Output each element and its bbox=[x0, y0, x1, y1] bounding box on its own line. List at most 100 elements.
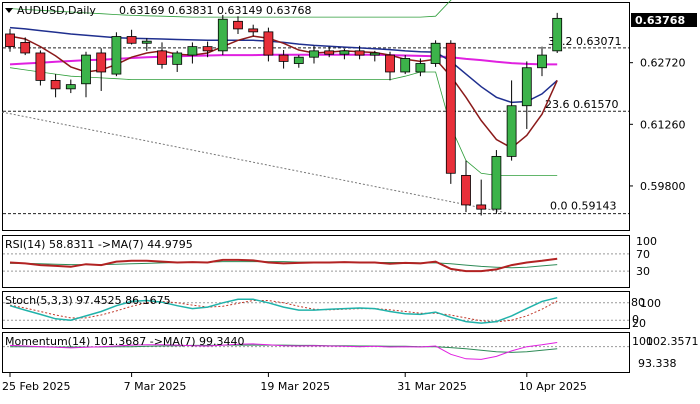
rsi-level-label-1: 70 bbox=[636, 248, 650, 261]
candle-body-26 bbox=[400, 58, 411, 73]
candle-24 bbox=[369, 50, 380, 62]
candle-body-14 bbox=[217, 18, 228, 52]
candle-5 bbox=[81, 51, 91, 98]
candle-16 bbox=[248, 24, 259, 37]
candle-22 bbox=[339, 48, 350, 60]
candle-body-36 bbox=[552, 17, 563, 52]
candle-body-7 bbox=[111, 36, 122, 75]
candle-body-11 bbox=[172, 52, 183, 65]
candle-body-33 bbox=[506, 105, 517, 157]
candle-32 bbox=[491, 150, 502, 214]
candle-body-0 bbox=[5, 33, 15, 48]
envelope-lower-line bbox=[9, 67, 558, 176]
candle-35 bbox=[537, 46, 547, 77]
candle-4 bbox=[65, 79, 76, 94]
candle-body-16 bbox=[248, 28, 259, 33]
momentum-panel-frame bbox=[2, 332, 630, 373]
stoch-signal-line bbox=[9, 300, 558, 323]
stoch-level-label-2: 0 bbox=[632, 313, 639, 326]
candle-18 bbox=[278, 50, 289, 69]
candle-body-1 bbox=[20, 42, 31, 54]
candle-body-20 bbox=[309, 50, 319, 58]
fib-level-label-0: 38.2 0.63071 bbox=[548, 35, 621, 48]
candle-0 bbox=[5, 28, 15, 52]
candle-28 bbox=[430, 40, 441, 67]
ohlc-label: 0.63169 0.63831 0.63149 0.63768 bbox=[119, 4, 311, 17]
momentum-label: Momentum(14) 101.3687 ->MA(7) 99.3440 bbox=[5, 335, 245, 348]
candle-body-35 bbox=[537, 54, 547, 69]
last-price-label: 0.63768 bbox=[635, 14, 685, 27]
candle-body-31 bbox=[476, 204, 487, 210]
symbol-label: AUDUSD,Daily bbox=[17, 4, 96, 17]
price-panel-frame bbox=[2, 2, 630, 231]
fib-level-label-1: 23.6 0.61570 bbox=[545, 98, 618, 111]
fib-level-label-2: 0.0 0.59143 bbox=[550, 200, 616, 213]
candle-body-32 bbox=[491, 155, 502, 210]
envelope-upper-line bbox=[9, 0, 452, 18]
candle-25 bbox=[385, 51, 395, 81]
last-price-tag bbox=[631, 13, 697, 27]
candle-body-3 bbox=[50, 80, 61, 90]
price-layer: 0.62720 0.61260 0.59800 38.2 0.63071 23.6 0.… bbox=[1, 0, 686, 216]
candle-8 bbox=[126, 29, 137, 45]
stoch-level-label-3: 20 bbox=[632, 317, 646, 330]
candle-body-30 bbox=[461, 174, 471, 206]
candle-27 bbox=[415, 58, 426, 77]
candle-body-29 bbox=[445, 42, 456, 174]
stoch-level-label-1: 100 bbox=[640, 297, 661, 310]
candle-body-4 bbox=[65, 84, 76, 90]
candle-body-21 bbox=[324, 50, 335, 55]
date-tick-label-3: 31 Mar 2025 bbox=[397, 380, 467, 393]
candle-14 bbox=[217, 14, 228, 56]
candle-20 bbox=[309, 45, 319, 64]
momentum-level-label-1: 100 bbox=[632, 335, 653, 348]
date-tick-label-0: 25 Feb 2025 bbox=[2, 380, 70, 393]
candle-body-28 bbox=[430, 42, 441, 64]
candle-33 bbox=[506, 80, 517, 161]
candle-11 bbox=[172, 50, 183, 72]
candle-body-34 bbox=[521, 67, 532, 107]
rsi-line bbox=[9, 257, 558, 273]
candle-13 bbox=[202, 41, 213, 58]
candle-body-19 bbox=[293, 56, 304, 64]
date-tick-label-1: 7 Mar 2025 bbox=[124, 380, 187, 393]
date-axis: 25 Feb 2025 7 Mar 2025 19 Mar 2025 31 Mar 2… bbox=[2, 373, 587, 393]
candle-body-6 bbox=[96, 52, 107, 73]
candle-body-17 bbox=[263, 31, 274, 56]
candle-10 bbox=[157, 42, 167, 69]
candle-body-18 bbox=[278, 54, 289, 62]
candle-23 bbox=[354, 45, 365, 60]
candle-7 bbox=[111, 32, 122, 77]
candle-29 bbox=[445, 40, 456, 184]
rsi-label: RSI(14) 58.8311 ->MA(7) 44.9795 bbox=[5, 238, 193, 251]
ma-mid-line bbox=[9, 26, 558, 104]
stoch-label: Stoch(5,3,3) 97.4525 86.1675 bbox=[5, 294, 171, 307]
fib-diagonal-line bbox=[1, 111, 512, 215]
momentum-level-label-0: 102.3571 bbox=[646, 335, 699, 348]
price-tick-label-1: 0.61260 bbox=[640, 118, 686, 131]
candle-body-23 bbox=[354, 50, 365, 56]
candle-body-27 bbox=[415, 63, 426, 73]
candle-body-2 bbox=[35, 52, 46, 81]
candle-body-24 bbox=[369, 52, 380, 56]
candle-21 bbox=[324, 46, 335, 58]
candle-3 bbox=[50, 74, 61, 98]
stoch-panel-frame bbox=[2, 291, 630, 329]
candle-15 bbox=[233, 16, 243, 34]
rsi-level-label-0: 100 bbox=[636, 235, 657, 248]
dropdown-triangle-icon[interactable] bbox=[5, 8, 13, 13]
candle-1 bbox=[20, 37, 31, 56]
rsi-panel-frame bbox=[2, 235, 630, 288]
candle-body-9 bbox=[141, 40, 152, 44]
candle-body-10 bbox=[157, 50, 167, 65]
candle-body-25 bbox=[385, 54, 395, 73]
candle-2 bbox=[35, 50, 46, 86]
momentum-line bbox=[9, 342, 558, 360]
stoch-main-line bbox=[9, 296, 558, 324]
date-tick-label-2: 19 Mar 2025 bbox=[260, 380, 330, 393]
